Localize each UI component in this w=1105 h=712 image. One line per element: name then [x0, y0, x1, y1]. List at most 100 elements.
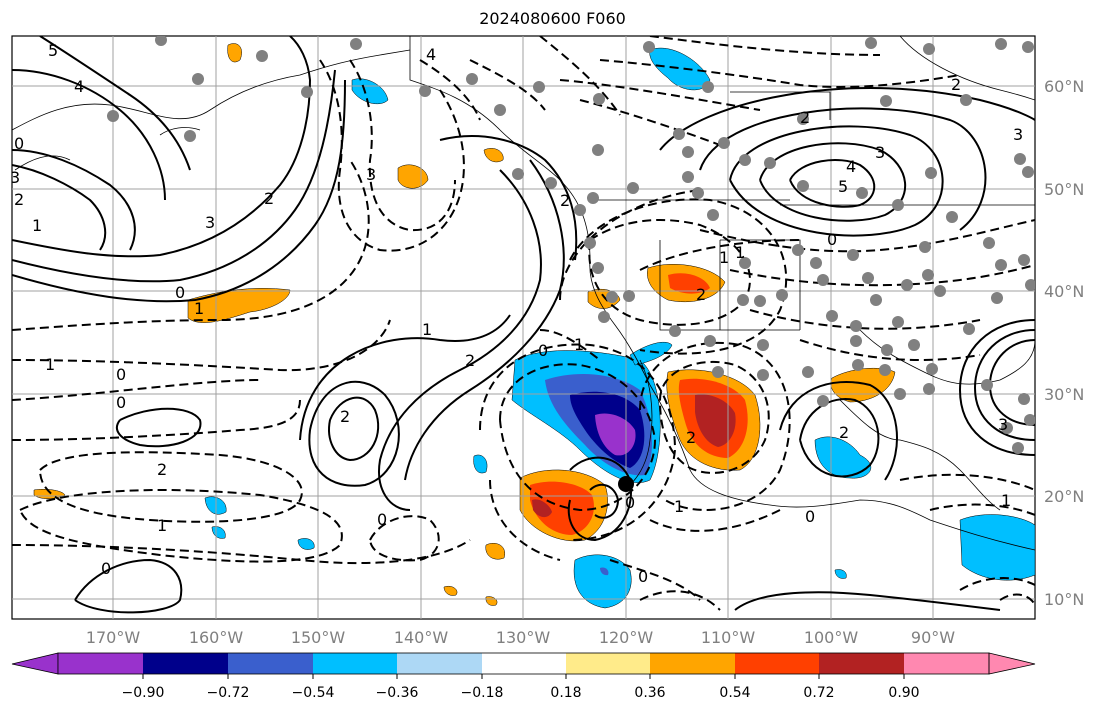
colorbar-segment: [819, 653, 904, 674]
colorbar-extend-left: [11, 652, 59, 675]
contour-label: 0: [377, 510, 387, 529]
contour-label: 3: [10, 168, 20, 187]
station-marker: [618, 476, 634, 492]
contour-label: 1: [45, 355, 55, 374]
lat-label-30n: 30°N: [1044, 385, 1084, 404]
anomaly-blue-small5: [834, 569, 847, 579]
anomaly-blue-north: [649, 48, 711, 91]
lat-label-40n: 40°N: [1044, 282, 1084, 301]
contour-label: 2: [465, 351, 475, 370]
contour-label: 2: [696, 285, 706, 304]
contour-label: 0: [638, 567, 648, 586]
contour-label: 2: [839, 423, 849, 442]
colorbar-segment: [735, 653, 819, 674]
colorbar-tick-label: 0.90: [888, 685, 919, 701]
contour-label-group: 5 4 3 2 1 0 0 1 4 3 2 1 0 0 1 2 1 2 3 0 …: [10, 41, 1023, 586]
station-dots: [107, 36, 1035, 454]
colorbar-tick-label: 0.18: [550, 685, 581, 701]
anomaly-orange-small1: [485, 542, 506, 560]
colorbar-segment: [313, 653, 397, 674]
anomaly-orange-small2: [443, 586, 458, 596]
contour-label: 0: [116, 365, 126, 384]
anomaly-darkred-mexico: [695, 394, 736, 447]
contour-label: 1: [1001, 491, 1011, 510]
contour-label: 3: [998, 415, 1008, 434]
anomaly-blue-coast: [629, 341, 673, 366]
anomaly-blue-gulf: [814, 436, 872, 479]
contour-label: 2: [14, 190, 24, 209]
lon-label-120w: 120°W: [599, 628, 654, 647]
anomaly-blue-small3: [297, 538, 315, 550]
contour-label: 2: [157, 460, 167, 479]
contour-label: 5: [48, 41, 58, 60]
contour-lines: [12, 36, 1035, 614]
lat-label-50n: 50°N: [1044, 180, 1084, 199]
colorbar-segment: [482, 653, 566, 674]
contour-label: 1: [194, 299, 204, 318]
lon-label-140w: 140°W: [394, 628, 449, 647]
contour-label: 4: [846, 157, 856, 176]
contour-label: 5: [838, 177, 848, 196]
contour-label: 0: [625, 493, 635, 512]
anomaly-orange-gulf-ak: [483, 148, 504, 163]
contour-label: 1: [719, 248, 729, 267]
contour-label: 1: [735, 243, 745, 262]
lon-label-130w: 130°W: [496, 628, 551, 647]
colorbar-tick-label: −0.90: [122, 685, 165, 701]
lon-label-170w: 170°W: [86, 628, 141, 647]
lon-label-90w: 90°W: [911, 628, 955, 647]
contour-label: 2: [264, 189, 274, 208]
anomaly-blue-south-core: [600, 567, 609, 576]
contour-label: 3: [205, 213, 215, 232]
contour-label: 1: [157, 516, 167, 535]
colorbar-segment: [397, 653, 482, 674]
anomaly-purple: [595, 413, 636, 456]
colorbar-tick-label: −0.54: [292, 685, 335, 701]
shaded-anomaly-layer: [33, 43, 1035, 609]
anomaly-blue-south: [573, 554, 632, 609]
contour-label: 2: [686, 428, 696, 447]
lon-label-150w: 150°W: [291, 628, 346, 647]
lon-label-110w: 110°W: [701, 628, 756, 647]
anomaly-red-sw: [530, 481, 594, 535]
contour-label: 0: [827, 230, 837, 249]
contour-label: 0: [116, 393, 126, 412]
contour-label: 1: [674, 497, 684, 516]
contour-label: 0: [538, 341, 548, 360]
chart-title: 2024080600 F060: [479, 9, 626, 28]
lon-label-160w: 160°W: [189, 628, 244, 647]
contour-label: 0: [805, 507, 815, 526]
anomaly-darkred-sw: [532, 499, 552, 518]
colorbar-segment: [904, 653, 989, 674]
contour-label: 1: [422, 320, 432, 339]
colorbar-tick-label: 0.72: [803, 685, 834, 701]
lon-label-100w: 100°W: [804, 628, 859, 647]
colorbar-extend-right: [988, 652, 1036, 675]
lat-label-60n: 60°N: [1044, 77, 1084, 96]
latitude-labels: 60°N 50°N 40°N 30°N 20°N 10°N: [1044, 77, 1084, 609]
contour-label: 1: [574, 335, 584, 354]
contour-label: 2: [340, 407, 350, 426]
contour-lines-dashed: [12, 36, 1035, 611]
lat-label-20n: 20°N: [1044, 487, 1084, 506]
contour-label: 1: [32, 216, 42, 235]
colorbar-segment: [143, 653, 228, 674]
anomaly-blue-small2: [211, 526, 226, 539]
colorbar-tick-label: 0.36: [634, 685, 665, 701]
anomaly-red-utah: [668, 273, 710, 294]
contour-label: 4: [74, 77, 84, 96]
colorbar-tick-label: −0.72: [207, 685, 250, 701]
contour-label: 2: [800, 108, 810, 127]
longitude-labels: 170°W 160°W 150°W 140°W 130°W 120°W 110°…: [86, 628, 955, 647]
colorbar-tick-label: −0.18: [461, 685, 504, 701]
anomaly-blue-nw1: [351, 78, 389, 105]
anomaly-blue-cam: [959, 514, 1035, 581]
contour-label: 2: [951, 75, 961, 94]
contour-label: 2: [560, 191, 570, 210]
contour-label: 0: [175, 283, 185, 302]
contour-label: 0: [101, 559, 111, 578]
colorbar-segment: [228, 653, 313, 674]
contour-label: 4: [426, 45, 436, 64]
colorbar: −0.90 −0.72 −0.54 −0.36 −0.18 0.18 0.36 …: [11, 652, 1036, 701]
colorbar-tick-label: 0.54: [719, 685, 750, 701]
